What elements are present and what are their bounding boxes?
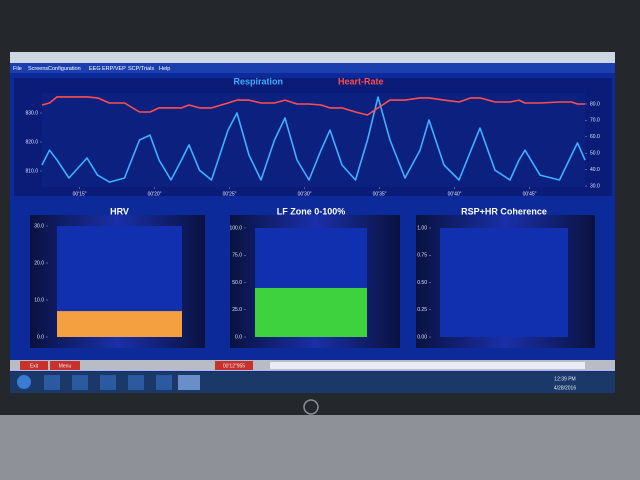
taskbar-icon[interactable]	[156, 375, 172, 390]
menu-item: SCP/Trials	[128, 66, 154, 72]
panel-title: HRV	[110, 206, 129, 216]
x-tick-label: 00'15"	[73, 191, 87, 197]
y2-tick-label: 70.0	[590, 118, 600, 124]
menu-item: Screens	[28, 66, 48, 72]
exit-button[interactable]	[20, 361, 48, 370]
x-tick-label: 00'35"	[373, 191, 387, 197]
logo	[303, 399, 319, 415]
menu-item: Configuration	[48, 66, 81, 72]
bar	[255, 287, 367, 337]
y2-tick-label: 40.0	[590, 167, 600, 173]
plot-area	[440, 228, 568, 337]
x-tick-label: 00'20"	[148, 191, 162, 197]
x-tick-label: 00'25"	[223, 191, 237, 197]
menu-button[interactable]	[50, 361, 80, 370]
clock-time: 12:39 PM	[554, 376, 575, 382]
y-tick-label: 75.0	[232, 253, 242, 259]
taskbar-icon[interactable]	[128, 375, 144, 390]
y-tick-label: 50.0	[232, 280, 242, 286]
y-tick-label: 0.50	[417, 280, 427, 286]
y-tick-label: 10.0	[34, 297, 44, 303]
menu-item: Help	[159, 66, 170, 72]
taskbar-icon[interactable]	[178, 375, 200, 390]
menu-label[interactable]: Menu	[59, 363, 72, 369]
bar	[57, 311, 182, 337]
legend-label: Heart-Rate	[338, 76, 384, 86]
y2-tick-label: 50.0	[590, 151, 600, 157]
y-tick-label: 100.0	[229, 225, 242, 231]
start-button[interactable]	[17, 375, 31, 389]
y-tick-label: 25.0	[232, 307, 242, 313]
y2-tick-label: 30.0	[590, 183, 600, 189]
menu-item: ERP/VEP	[102, 66, 126, 72]
menu-bar	[10, 63, 615, 73]
y2-tick-label: 80.0	[590, 101, 600, 107]
y-tick-label: 0.00	[417, 334, 427, 340]
x-tick-label: 00'45"	[523, 191, 537, 197]
y-tick-label: 0.75	[417, 253, 427, 259]
clock-date: 4/28/2016	[554, 385, 576, 391]
y-tick-label: 30.0	[34, 223, 44, 229]
exit-label[interactable]: Exit	[30, 363, 39, 369]
scroll-track[interactable]	[270, 362, 585, 369]
laptop-body	[0, 415, 640, 480]
timer: 00'12"955	[223, 363, 245, 369]
x-tick-label: 00'30"	[298, 191, 312, 197]
menu-item: EEG	[89, 66, 101, 72]
y-tick-label: 830.0	[25, 110, 38, 116]
y2-tick-label: 60.0	[590, 134, 600, 140]
panel-title: LF Zone 0-100%	[277, 206, 346, 216]
x-tick-label: 00'40"	[448, 191, 462, 197]
y-tick-label: 810.0	[25, 168, 38, 174]
taskbar-icon[interactable]	[72, 375, 88, 390]
series-line	[41, 96, 585, 116]
taskbar-icon[interactable]	[44, 375, 60, 390]
y-tick-label: 20.0	[34, 260, 44, 266]
plot-area	[42, 93, 585, 187]
y-tick-label: 0.0	[235, 334, 242, 340]
y-tick-label: 1.00	[417, 225, 427, 231]
y-tick-label: 820.0	[25, 139, 38, 145]
y-tick-label: 0.0	[37, 334, 44, 340]
legend-label: Respiration	[233, 76, 283, 86]
menu-item: File	[13, 66, 22, 72]
taskbar-icon[interactable]	[100, 375, 116, 390]
window-titlebar	[10, 52, 615, 63]
panel-title: RSP+HR Coherence	[461, 206, 547, 216]
y-tick-label: 0.25	[417, 307, 427, 313]
series-line	[41, 96, 586, 183]
timer-box	[215, 361, 253, 370]
